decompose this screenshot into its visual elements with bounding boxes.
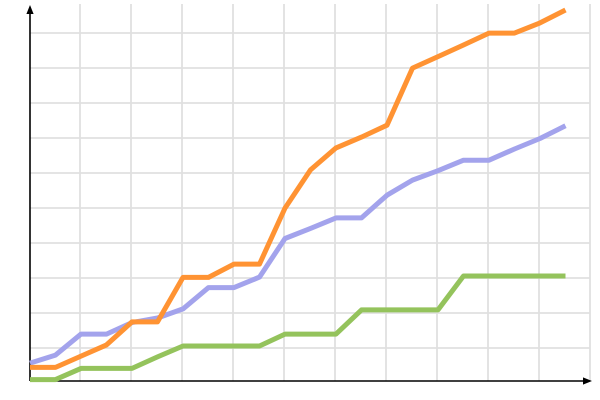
series-purple-line (29, 123, 567, 366)
series-orange-line (30, 7, 567, 370)
axes (26, 5, 592, 385)
y-axis-arrow-icon (26, 5, 34, 14)
series-green-line (30, 273, 566, 383)
x-axis-arrow-icon (583, 377, 592, 385)
grid (30, 4, 591, 381)
